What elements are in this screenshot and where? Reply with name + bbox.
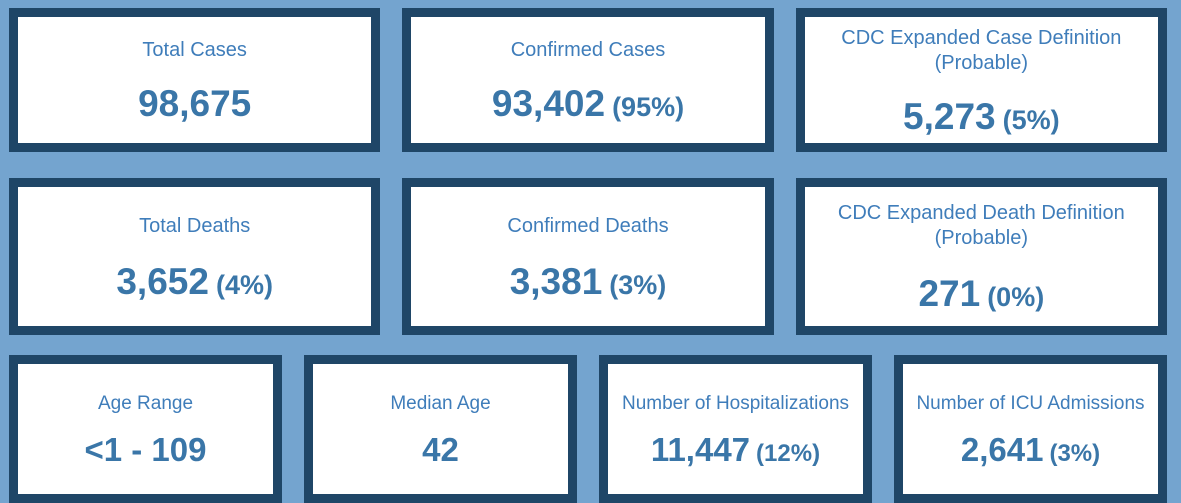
stat-percent: (3%) xyxy=(609,269,667,300)
age-range-card: Age Range <1 - 109 xyxy=(9,355,282,503)
total-deaths-card: Total Deaths 3,652 (4%) xyxy=(9,178,381,335)
total-deaths-label: Total Deaths xyxy=(139,214,251,237)
cdc-expanded-death-card: CDC Expanded Death Definition (Probable)… xyxy=(795,178,1167,335)
total-cases-value: 98,675 xyxy=(138,85,251,122)
confirmed-cases-card: Confirmed Cases 93,402 (95%) xyxy=(402,8,774,152)
stat-percent: (95%) xyxy=(612,92,685,122)
cases-row: Total Cases 98,675 Confirmed Cases 93,40… xyxy=(9,8,1167,152)
deaths-row: Total Deaths 3,652 (4%) Confirmed Deaths … xyxy=(9,178,1167,335)
stat-number: 11,447 xyxy=(650,431,751,469)
hospitalizations-label: Number of Hospitalizations xyxy=(621,392,850,414)
total-deaths-value: 3,652 (4%) xyxy=(116,263,273,300)
age-range-value: <1 - 109 xyxy=(84,433,206,466)
stat-number: 3,381 xyxy=(509,260,603,302)
stat-number: 98,675 xyxy=(138,83,252,124)
stat-percent: (0%) xyxy=(987,282,1045,312)
total-cases-card: Total Cases 98,675 xyxy=(9,8,381,152)
median-age-card: Median Age 42 xyxy=(304,355,577,503)
stat-percent: (3%) xyxy=(1049,440,1101,468)
stat-number: 3,652 xyxy=(116,260,209,302)
hospitalizations-card: Number of Hospitalizations 11,447 (12%) xyxy=(599,355,872,503)
stat-number: 271 xyxy=(918,273,981,314)
cdc-expanded-case-label: CDC Expanded Case Definition (Probable) xyxy=(841,26,1122,74)
stat-percent: (4%) xyxy=(215,269,273,300)
stat-number: 93,402 xyxy=(491,83,606,124)
age-range-label: Age Range xyxy=(97,392,194,414)
cdc-expanded-death-label: CDC Expanded Death Definition (Probable) xyxy=(837,202,1125,249)
stat-percent: (12%) xyxy=(756,440,821,468)
icu-admissions-card: Number of ICU Admissions 2,641 (3%) xyxy=(894,355,1167,503)
confirmed-deaths-value: 3,381 (3%) xyxy=(510,263,667,300)
confirmed-deaths-label: Confirmed Deaths xyxy=(507,214,669,237)
stat-number: 42 xyxy=(422,431,459,469)
confirmed-cases-label: Confirmed Cases xyxy=(510,39,666,61)
confirmed-cases-value: 93,402 (95%) xyxy=(492,85,684,122)
icu-admissions-value: 2,641 (3%) xyxy=(961,433,1100,466)
confirmed-deaths-card: Confirmed Deaths 3,381 (3%) xyxy=(402,178,774,335)
cdc-expanded-case-card: CDC Expanded Case Definition (Probable) … xyxy=(795,8,1167,152)
median-age-value: 42 xyxy=(422,433,459,466)
cdc-expanded-death-value: 271 (0%) xyxy=(918,275,1044,312)
stat-number: <1 - 109 xyxy=(84,431,207,469)
stat-percent: (5%) xyxy=(1002,104,1060,135)
median-age-label: Median Age xyxy=(390,392,491,414)
stat-number: 5,273 xyxy=(903,95,996,137)
cdc-expanded-case-value: 5,273 (5%) xyxy=(903,98,1060,135)
demographics-row: Age Range <1 - 109 Median Age 42 Number … xyxy=(9,355,1167,503)
hospitalizations-value: 11,447 (12%) xyxy=(651,433,820,466)
stat-number: 2,641 xyxy=(960,431,1044,469)
total-cases-label: Total Cases xyxy=(142,39,247,61)
icu-admissions-label: Number of ICU Admissions xyxy=(916,392,1145,414)
